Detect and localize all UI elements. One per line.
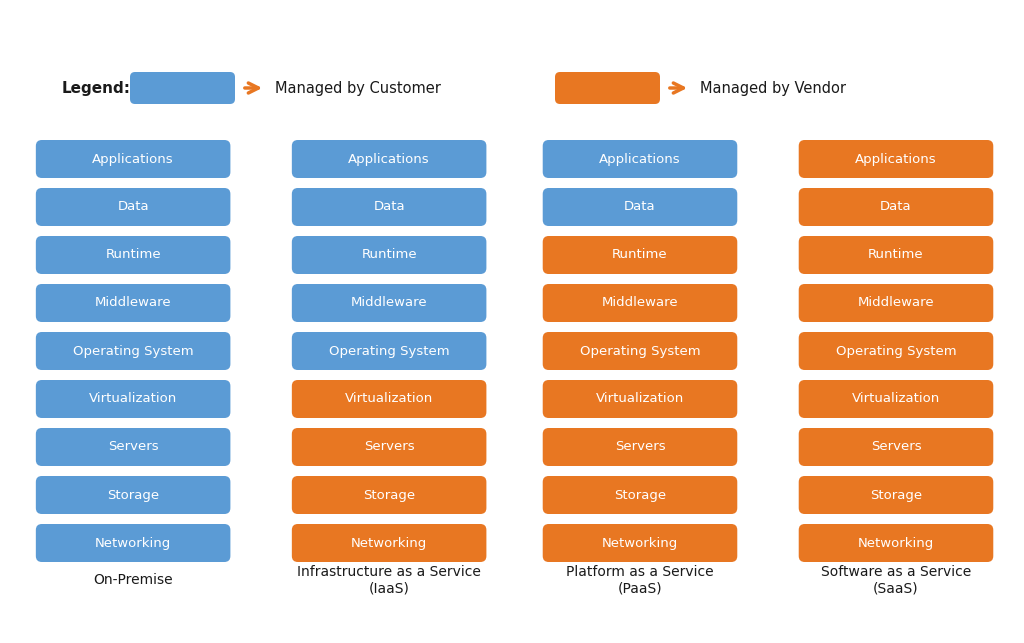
Text: Applications: Applications xyxy=(348,152,430,165)
Text: Managed by Vendor: Managed by Vendor xyxy=(700,80,846,96)
Text: Applications: Applications xyxy=(92,152,174,165)
Text: Operating System: Operating System xyxy=(580,345,700,358)
FancyBboxPatch shape xyxy=(799,284,993,322)
FancyBboxPatch shape xyxy=(292,332,486,370)
Text: Storage: Storage xyxy=(364,489,415,502)
FancyBboxPatch shape xyxy=(292,188,486,226)
FancyBboxPatch shape xyxy=(292,524,486,562)
Text: Storage: Storage xyxy=(614,489,666,502)
FancyBboxPatch shape xyxy=(292,476,486,514)
FancyBboxPatch shape xyxy=(36,188,230,226)
Text: Runtime: Runtime xyxy=(105,248,161,262)
FancyBboxPatch shape xyxy=(799,332,993,370)
Text: Runtime: Runtime xyxy=(361,248,417,262)
FancyBboxPatch shape xyxy=(555,72,660,104)
Text: (IaaS): (IaaS) xyxy=(369,581,410,595)
FancyBboxPatch shape xyxy=(799,476,993,514)
FancyBboxPatch shape xyxy=(36,332,230,370)
Text: Data: Data xyxy=(881,201,911,213)
Text: Middleware: Middleware xyxy=(602,296,678,309)
Text: Middleware: Middleware xyxy=(351,296,427,309)
Text: Managed by Customer: Managed by Customer xyxy=(275,80,441,96)
FancyBboxPatch shape xyxy=(130,72,234,104)
Text: Runtime: Runtime xyxy=(868,248,924,262)
Text: Infrastructure as a Service: Infrastructure as a Service xyxy=(297,565,481,579)
Text: Platform as a Service: Platform as a Service xyxy=(566,565,714,579)
Text: Networking: Networking xyxy=(95,536,171,550)
Text: (PaaS): (PaaS) xyxy=(617,581,663,595)
Text: Virtualization: Virtualization xyxy=(596,392,684,406)
FancyBboxPatch shape xyxy=(36,428,230,466)
FancyBboxPatch shape xyxy=(543,428,737,466)
FancyBboxPatch shape xyxy=(292,236,486,274)
FancyBboxPatch shape xyxy=(799,236,993,274)
FancyBboxPatch shape xyxy=(799,140,993,178)
FancyBboxPatch shape xyxy=(543,140,737,178)
Text: Operating System: Operating System xyxy=(73,345,194,358)
FancyBboxPatch shape xyxy=(799,428,993,466)
Text: Virtualization: Virtualization xyxy=(852,392,940,406)
FancyBboxPatch shape xyxy=(543,236,737,274)
FancyBboxPatch shape xyxy=(36,284,230,322)
FancyBboxPatch shape xyxy=(799,380,993,418)
Text: Applications: Applications xyxy=(599,152,681,165)
Text: Networking: Networking xyxy=(858,536,934,550)
FancyBboxPatch shape xyxy=(36,236,230,274)
FancyBboxPatch shape xyxy=(543,380,737,418)
Text: Storage: Storage xyxy=(108,489,159,502)
FancyBboxPatch shape xyxy=(292,428,486,466)
Text: Virtualization: Virtualization xyxy=(89,392,177,406)
Text: Data: Data xyxy=(374,201,404,213)
Text: Middleware: Middleware xyxy=(95,296,171,309)
Text: Software as a Service: Software as a Service xyxy=(821,565,971,579)
FancyBboxPatch shape xyxy=(543,332,737,370)
Text: Servers: Servers xyxy=(870,440,922,453)
FancyBboxPatch shape xyxy=(292,380,486,418)
Text: Virtualization: Virtualization xyxy=(345,392,433,406)
FancyBboxPatch shape xyxy=(543,524,737,562)
Text: Storage: Storage xyxy=(870,489,922,502)
Text: Networking: Networking xyxy=(351,536,427,550)
FancyBboxPatch shape xyxy=(36,476,230,514)
FancyBboxPatch shape xyxy=(292,284,486,322)
Text: Legend:: Legend: xyxy=(62,80,131,96)
FancyBboxPatch shape xyxy=(543,284,737,322)
Text: Data: Data xyxy=(118,201,148,213)
Text: Servers: Servers xyxy=(614,440,666,453)
FancyBboxPatch shape xyxy=(543,188,737,226)
Text: Operating System: Operating System xyxy=(836,345,956,358)
Text: On-Premise: On-Premise xyxy=(93,573,173,587)
Text: Networking: Networking xyxy=(602,536,678,550)
FancyBboxPatch shape xyxy=(292,140,486,178)
FancyBboxPatch shape xyxy=(36,380,230,418)
Text: (SaaS): (SaaS) xyxy=(873,581,919,595)
Text: Runtime: Runtime xyxy=(612,248,668,262)
Text: Servers: Servers xyxy=(364,440,415,453)
Text: Data: Data xyxy=(625,201,655,213)
Text: Applications: Applications xyxy=(855,152,937,165)
FancyBboxPatch shape xyxy=(36,140,230,178)
Text: Servers: Servers xyxy=(108,440,159,453)
FancyBboxPatch shape xyxy=(36,524,230,562)
FancyBboxPatch shape xyxy=(543,476,737,514)
FancyBboxPatch shape xyxy=(799,188,993,226)
Text: Middleware: Middleware xyxy=(858,296,934,309)
FancyBboxPatch shape xyxy=(799,524,993,562)
Text: Operating System: Operating System xyxy=(329,345,450,358)
